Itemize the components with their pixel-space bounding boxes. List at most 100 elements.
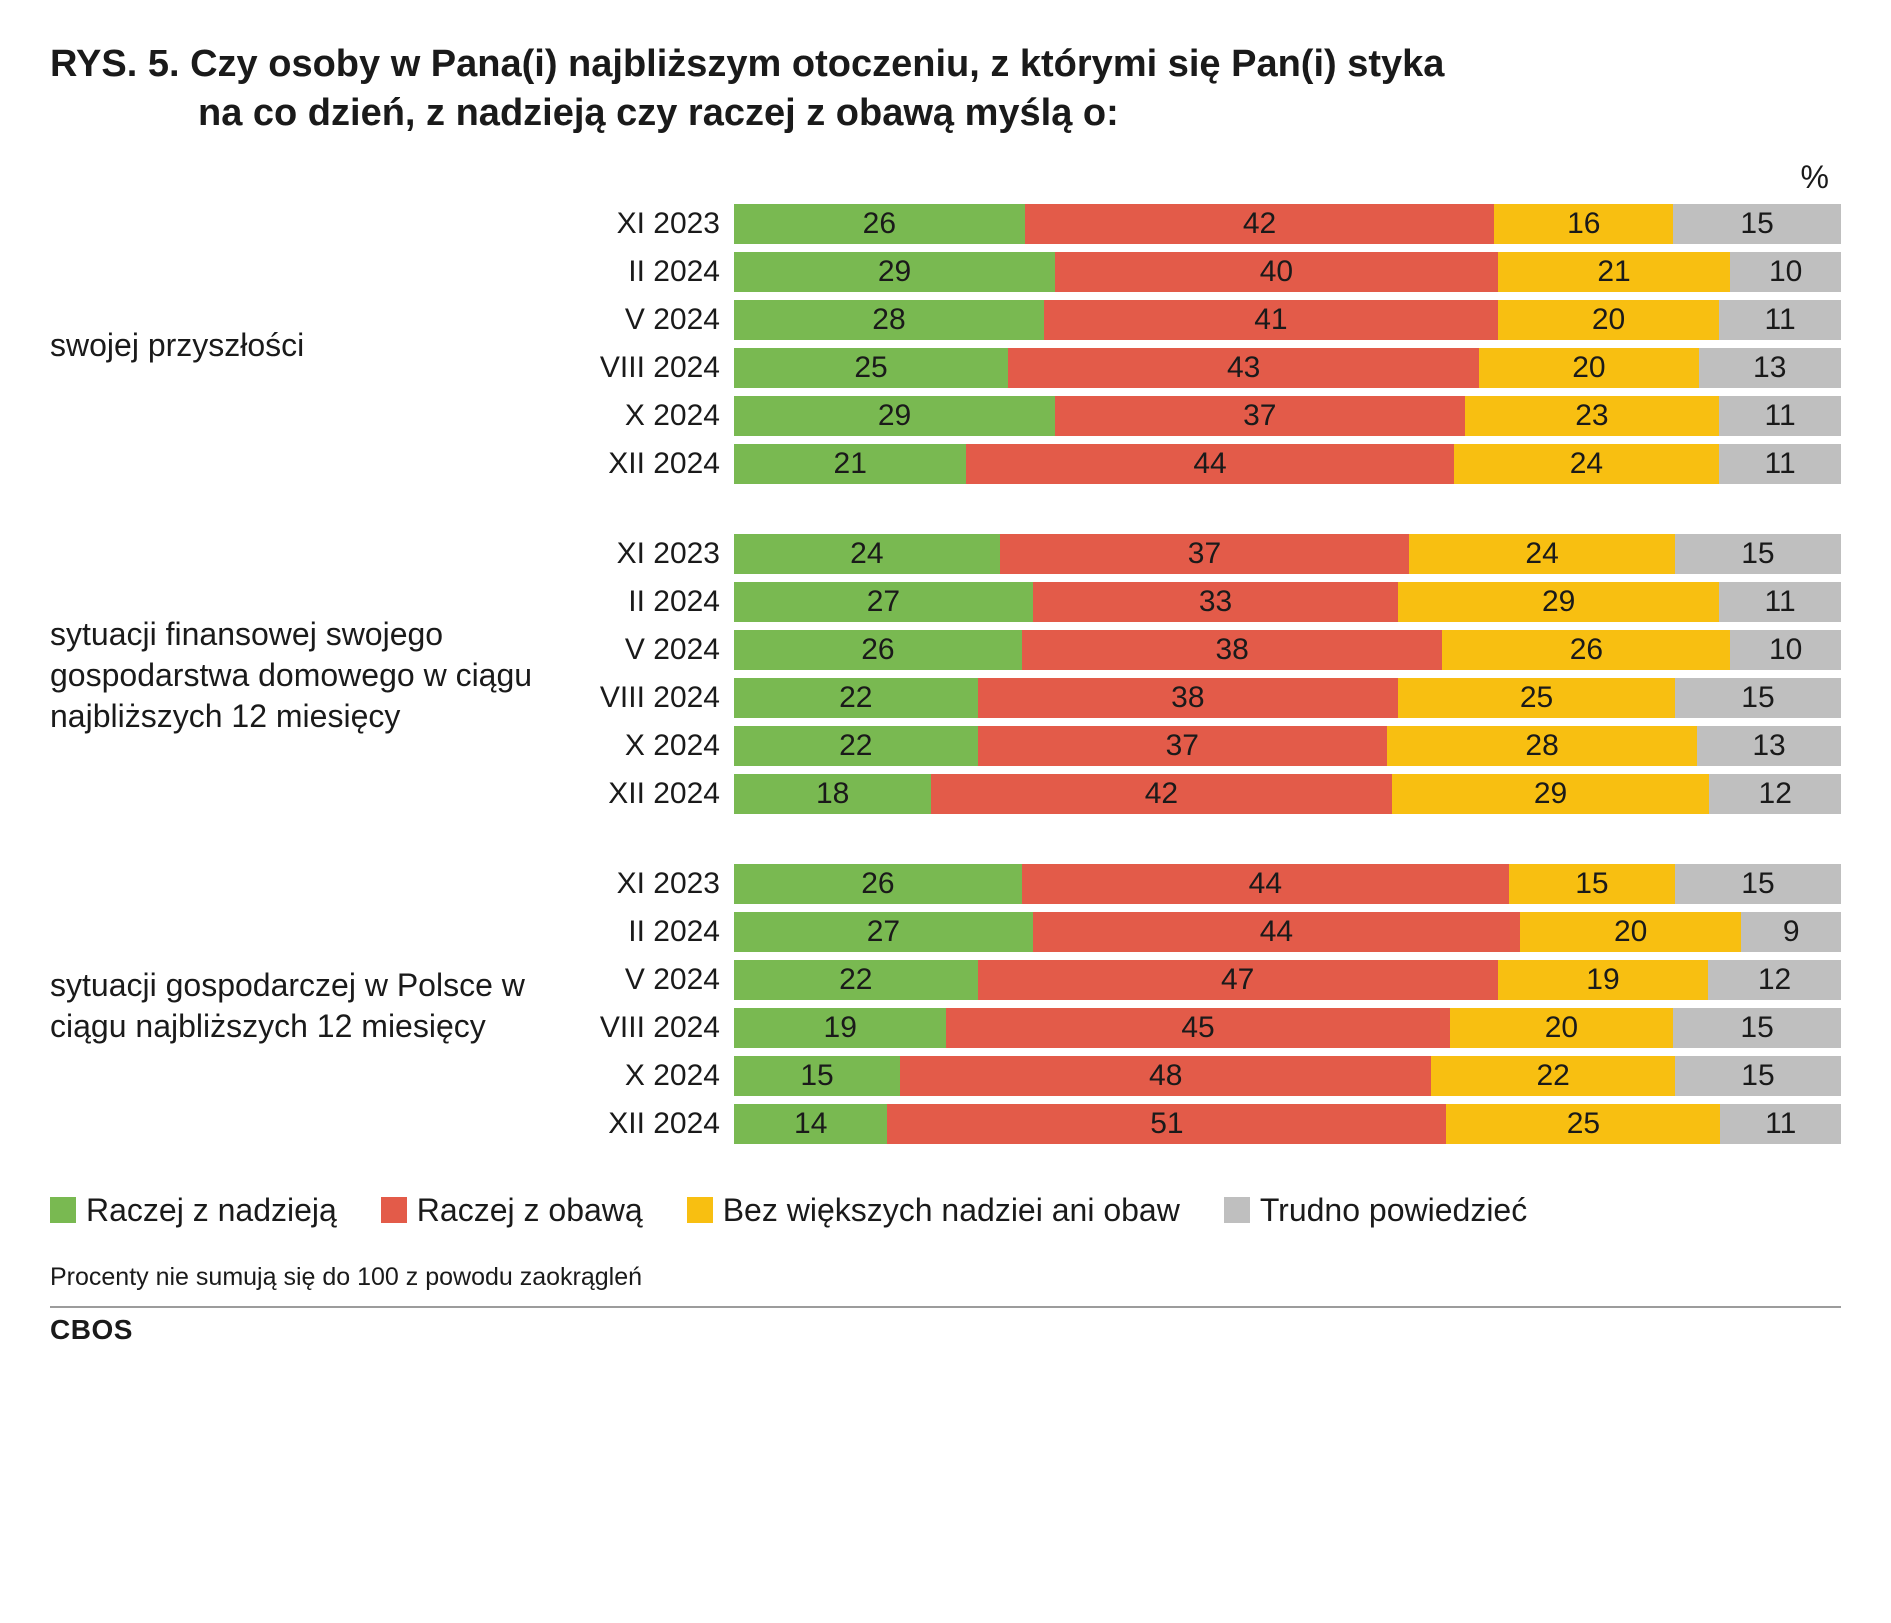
bar-row: XII 202421442411 [570,442,1841,487]
legend-swatch [687,1197,713,1223]
bar-segment: 33 [1033,582,1398,622]
period-label: VIII 2024 [570,681,734,715]
legend-label: Trudno powiedzieć [1260,1192,1527,1229]
bar-row: XI 202326441515 [570,862,1841,907]
legend: Raczej z nadzieją Raczej z obawą Bez więks… [50,1192,1841,1229]
bar-segment: 43 [1008,348,1479,388]
period-label: XI 2023 [570,867,734,901]
bar-segment: 15 [734,1056,900,1096]
period-label: VIII 2024 [570,1011,734,1045]
stacked-bar-chart: swojej przyszłościXI 202326421615II 2024… [50,202,1841,1150]
bar-row: XII 202418422912 [570,772,1841,817]
bar-row: V 202426382610 [570,628,1841,673]
bar-row: X 202429372311 [570,394,1841,439]
stacked-bar: 2744209 [734,912,1841,952]
legend-label: Raczej z obawą [417,1192,643,1229]
bar-row: II 20242744209 [570,910,1841,955]
bar-row: XI 202324372415 [570,532,1841,577]
figure-number: RYS. 5. [50,43,180,85]
legend-swatch [50,1197,76,1223]
stacked-bar: 26441515 [734,864,1841,904]
figure-container: RYS. 5. Czy osoby w Pana(i) najbliższym … [0,0,1891,1376]
bar-segment: 20 [1498,300,1719,340]
stacked-bar: 18422912 [734,774,1841,814]
footnote: Procenty nie sumują się do 100 z powodu … [50,1263,1841,1308]
bar-segment: 24 [1409,534,1675,574]
period-label: V 2024 [570,633,734,667]
legend-item: Raczej z nadzieją [50,1192,337,1229]
legend-item: Raczej z obawą [381,1192,643,1229]
figure-title: RYS. 5. Czy osoby w Pana(i) najbliższym … [50,40,1841,139]
bar-segment: 15 [1675,534,1841,574]
bar-segment: 27 [734,582,1033,622]
stacked-bar: 26382610 [734,630,1841,670]
period-label: XII 2024 [570,777,734,811]
chart-group: sytuacji finansowej swojego gospodarstwa… [50,532,1841,820]
bar-segment: 12 [1709,774,1841,814]
bar-segment: 47 [978,960,1498,1000]
group-bars: XI 202324372415II 202427332911V 20242638… [570,532,1841,820]
bar-row: V 202428412011 [570,298,1841,343]
period-label: VIII 2024 [570,351,734,385]
bar-segment: 16 [1494,204,1673,244]
bar-segment: 9 [1741,912,1841,952]
bar-segment: 11 [1719,582,1841,622]
bar-row: VIII 202422382515 [570,676,1841,721]
legend-item: Trudno powiedzieć [1224,1192,1527,1229]
bar-row: XI 202326421615 [570,202,1841,247]
percent-unit-label: % [50,159,1841,196]
bar-row: II 202427332911 [570,580,1841,625]
bar-segment: 22 [734,678,978,718]
bar-segment: 38 [1022,630,1443,670]
bar-segment: 26 [734,864,1022,904]
bar-row: VIII 202425432013 [570,346,1841,391]
bar-segment: 25 [734,348,1008,388]
bar-segment: 45 [946,1008,1449,1048]
bar-row: XII 202414512511 [570,1102,1841,1147]
stacked-bar: 28412011 [734,300,1841,340]
bar-segment: 25 [1398,678,1675,718]
bar-segment: 20 [1520,912,1741,952]
bar-segment: 11 [1719,396,1841,436]
bar-segment: 11 [1720,1104,1841,1144]
group-bars: XI 202326441515II 20242744209V 202422471… [570,862,1841,1150]
bar-segment: 26 [1442,630,1730,670]
bar-segment: 27 [734,912,1033,952]
bar-segment: 14 [734,1104,887,1144]
bar-segment: 29 [734,396,1055,436]
period-label: X 2024 [570,729,734,763]
bar-segment: 40 [1055,252,1498,292]
bar-segment: 19 [1498,960,1708,1000]
stacked-bar: 26421615 [734,204,1841,244]
bar-segment: 20 [1479,348,1698,388]
legend-label: Bez większych nadziei ani obaw [723,1192,1180,1229]
group-label: sytuacji finansowej swojego gospodarstwa… [50,614,570,737]
bar-segment: 22 [1431,1056,1675,1096]
bar-segment: 21 [1498,252,1730,292]
group-bars: XI 202326421615II 202429402110V 20242841… [570,202,1841,490]
bar-row: X 202422372813 [570,724,1841,769]
bar-segment: 23 [1465,396,1720,436]
legend-label: Raczej z nadzieją [86,1192,337,1229]
stacked-bar: 19452015 [734,1008,1841,1048]
stacked-bar: 29372311 [734,396,1841,436]
bar-row: II 202429402110 [570,250,1841,295]
stacked-bar: 27332911 [734,582,1841,622]
bar-segment: 24 [734,534,1000,574]
legend-item: Bez większych nadziei ani obaw [687,1192,1180,1229]
bar-segment: 37 [1055,396,1465,436]
source-label: CBOS [50,1314,1841,1346]
bar-segment: 11 [1719,300,1841,340]
bar-segment: 22 [734,960,978,1000]
bar-segment: 13 [1697,726,1841,766]
bar-row: VIII 202419452015 [570,1006,1841,1051]
bar-segment: 15 [1673,1008,1841,1048]
period-label: X 2024 [570,399,734,433]
bar-segment: 13 [1699,348,1841,388]
stacked-bar: 29402110 [734,252,1841,292]
period-label: X 2024 [570,1059,734,1093]
bar-segment: 29 [1392,774,1710,814]
legend-swatch [1224,1197,1250,1223]
bar-segment: 37 [1000,534,1410,574]
bar-segment: 42 [931,774,1391,814]
